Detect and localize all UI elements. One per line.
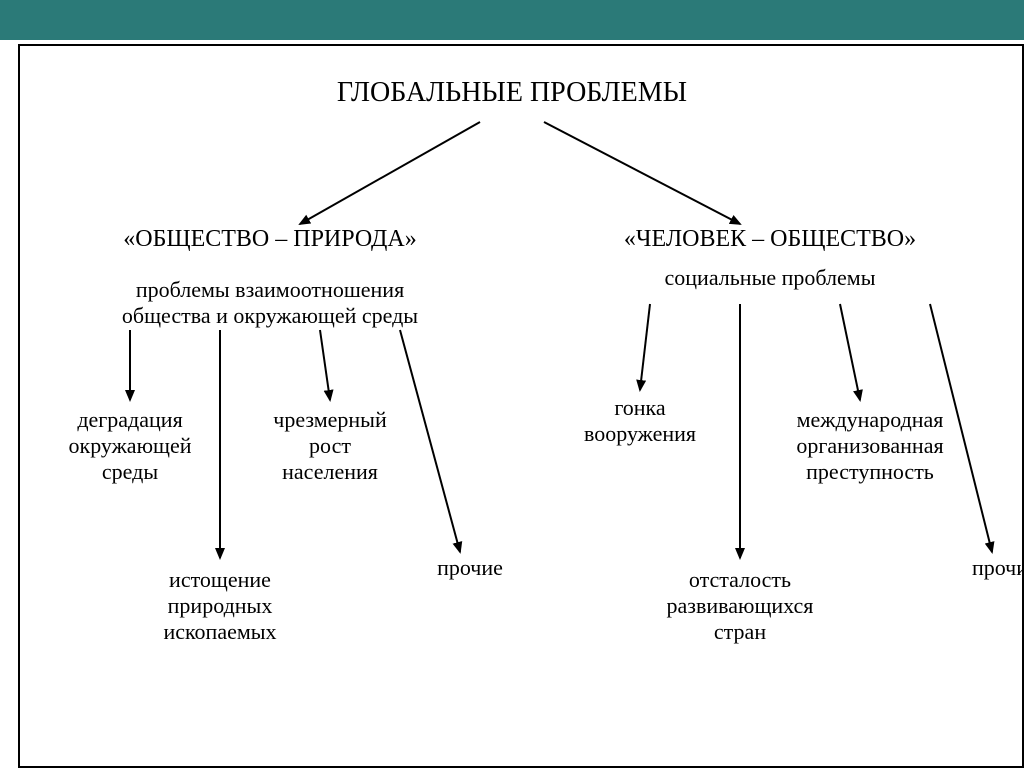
branch-subtitle-society-nature: проблемы взаимоотношения общества и окру… — [70, 277, 470, 329]
diagram-canvas: ГЛОБАЛЬНЫЕ ПРОБЛЕМЫ «ОБЩЕСТВО – ПРИРОДА» п… — [0, 0, 1024, 768]
leaf-other-right: прочи — [800, 555, 1024, 581]
title: ГЛОБАЛЬНЫЕ ПРОБЛЕМЫ — [312, 77, 712, 109]
leaf-crime: международная организованная преступност… — [670, 407, 1024, 485]
branch-heading-society-nature: «ОБЩЕСТВО – ПРИРОДА» — [70, 226, 470, 253]
branch-subtitle-human-society: социальные проблемы — [570, 265, 970, 291]
branch-heading-human-society: «ЧЕЛОВЕК – ОБЩЕСТВО» — [570, 226, 970, 253]
top-bar — [0, 0, 1024, 40]
